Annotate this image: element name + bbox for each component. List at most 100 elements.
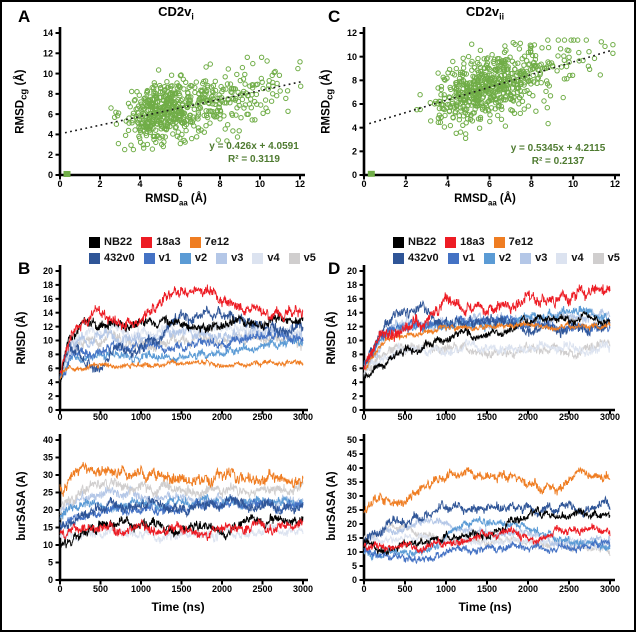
svg-text:12: 12 [347,322,357,332]
svg-text:10: 10 [347,547,357,557]
svg-text:14: 14 [43,308,53,318]
svg-text:2500: 2500 [252,584,272,594]
scatter-c-title: CD2vii [363,4,607,22]
legend-item-label: 7e12 [508,236,534,248]
scatter-a-ylabel: RMSDcg (Å) [14,22,29,182]
legend-item-label: v3 [535,252,548,264]
svg-text:3000: 3000 [293,412,313,422]
legend-swatch-icon [252,252,264,264]
svg-text:16: 16 [347,294,357,304]
svg-text:10: 10 [347,336,357,346]
svg-text:0: 0 [57,584,62,594]
svg-text:30: 30 [43,470,53,480]
legend-item-label: v1 [462,252,475,264]
legend-row: NB22 18a3 7e12 [393,236,620,248]
legend-item-label: v1 [158,252,171,264]
scatter-c-xlabel-main: RMSD [454,193,488,205]
legend-swatch-icon [592,252,604,264]
legend-item-label: v2 [194,252,208,264]
legend-row: 432v0 v1 v2 v3 v4 v5 [393,252,620,264]
svg-text:10: 10 [43,69,53,79]
scatter-a-title: CD2vi [58,4,294,22]
legend-panel-b: NB22 18a3 7e12 432v0 v1 v2 v3 v4 v5 [89,236,316,264]
panel-label-d: D [328,259,341,278]
scatter-a-xlabel-unit: (Å) [187,193,207,205]
legend-item-label: NB22 [408,236,437,248]
svg-text:14: 14 [347,308,357,318]
svg-text:0: 0 [57,179,62,189]
scatter-c-equation: y = 0.5345x + 4.2115 R² = 0.2137 [499,142,617,168]
svg-text:0: 0 [57,412,62,422]
legend-item: v3 [216,252,243,264]
svg-text:12: 12 [295,179,305,189]
scatter-plot-c: 0 2 4 6 8 10 12 0 2 4 6 8 10 12 [347,27,620,189]
svg-text:40: 40 [43,435,53,445]
svg-text:2000: 2000 [212,584,232,594]
svg-text:8: 8 [48,350,53,360]
legend-item: 7e12 [189,236,229,248]
svg-text:50: 50 [347,435,357,445]
svg-text:18: 18 [347,280,357,290]
d-time-label: Time (ns) [458,600,512,614]
legend-swatch-icon [556,252,568,264]
legend-item-label: 18a3 [156,236,181,248]
svg-text:12: 12 [347,28,357,38]
legend-item-label: v4 [571,252,584,264]
legend-item: v2 [483,252,511,264]
svg-text:8: 8 [529,179,534,189]
legend-swatch-icon [216,252,228,264]
scatter-c-r2: R² = 0.2137 [531,156,585,167]
legend-item: v3 [520,252,547,264]
svg-text:0: 0 [352,575,357,585]
scatter-c-title-text: CD2v [465,4,500,19]
legend-item: v2 [179,252,208,264]
svg-text:12: 12 [43,322,53,332]
b-time-label: Time (ns) [151,600,205,614]
scatter-c-ylabel-main: RMSD [320,99,333,134]
svg-text:2: 2 [48,150,53,160]
legend-item: NB22 [393,236,436,248]
svg-text:0: 0 [361,412,366,422]
svg-text:500: 500 [397,412,412,422]
svg-text:2000: 2000 [212,412,232,422]
svg-text:20: 20 [347,519,357,529]
panel-label-a: A [18,7,31,26]
svg-text:500: 500 [93,584,108,594]
legend-item: v4 [556,252,584,264]
legend-item-label: v4 [267,252,280,264]
d-bursasa-ylabel: burSASA (A) [326,471,338,541]
svg-text:6: 6 [352,364,357,374]
legend-swatch-icon [483,252,495,264]
svg-text:10: 10 [43,336,53,346]
svg-text:20: 20 [43,266,53,276]
scatter-c-ylabel-sub: cg [324,88,336,100]
legend-item-label: 432v0 [408,252,439,264]
svg-text:6: 6 [177,179,182,189]
legend-item: 7e12 [493,236,534,248]
svg-text:25: 25 [347,505,357,515]
svg-text:8: 8 [352,350,357,360]
svg-text:6: 6 [48,364,53,374]
svg-text:15: 15 [347,533,357,543]
svg-text:2000: 2000 [518,412,538,422]
svg-text:35: 35 [43,453,53,463]
svg-text:2: 2 [352,147,357,157]
scatter-a-equation: y = 0.426x + 4.0591 R² = 0.3119 [196,140,312,166]
svg-text:6: 6 [487,179,492,189]
legend-item: 432v0 [393,252,439,264]
legend-swatch-icon [393,252,404,264]
scatter-c-xlabel-sub: aa [488,198,497,208]
svg-text:1500: 1500 [477,584,497,594]
svg-text:16: 16 [43,294,53,304]
legend-swatch-icon [143,252,155,264]
svg-text:3000: 3000 [600,412,620,422]
svg-text:1500: 1500 [171,412,191,422]
svg-text:15: 15 [43,523,53,533]
legend-item-label: NB22 [104,236,133,248]
svg-text:2: 2 [97,179,102,189]
svg-text:1500: 1500 [171,584,191,594]
b-bursasa-ylabel: burSASA (A) [16,471,28,541]
svg-text:10: 10 [43,540,53,550]
